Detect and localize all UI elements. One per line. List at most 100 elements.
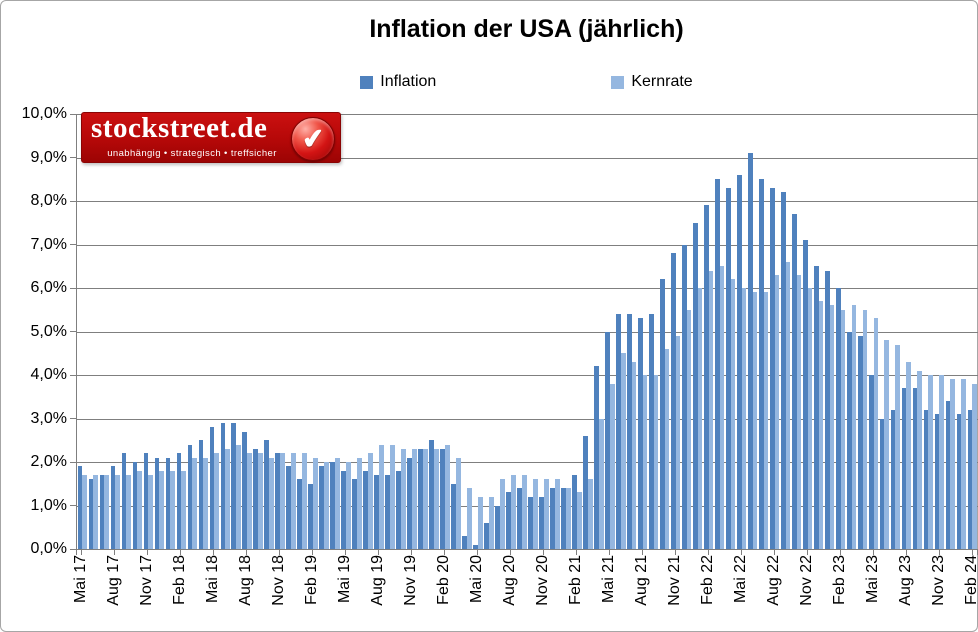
y-axis-tick: [70, 200, 76, 202]
bar-kernrate: [543, 479, 549, 549]
bar-kernrate: [576, 492, 582, 549]
bar-inflation: [912, 388, 918, 549]
bar-inflation: [110, 466, 116, 549]
x-axis-tick: [76, 549, 77, 555]
x-axis-label: Feb 23: [830, 555, 848, 605]
bar-kernrate: [148, 475, 154, 549]
bar-inflation: [638, 318, 643, 549]
gridline: [77, 244, 978, 246]
x-axis-label: Nov 20: [533, 555, 551, 606]
y-axis-tick: [70, 331, 76, 332]
x-axis-label: Nov 17: [138, 555, 156, 606]
x-axis-tick: [444, 549, 446, 555]
bar-inflation: [956, 414, 962, 549]
bar-inflation: [209, 427, 215, 549]
bar-kernrate: [862, 309, 868, 549]
x-axis-tick: [345, 549, 347, 555]
bar-inflation: [769, 187, 775, 549]
bar-kernrate: [829, 305, 835, 549]
bar-kernrate: [412, 448, 417, 549]
x-axis-label: Mai 21: [599, 555, 617, 604]
bar-kernrate: [433, 448, 439, 549]
bar-kernrate: [785, 261, 791, 549]
x-axis-label: Nov 18: [270, 555, 288, 606]
y-axis-label: 9,0%: [30, 148, 67, 166]
bar-kernrate: [258, 453, 263, 549]
y-axis-tick: [70, 505, 76, 506]
bar-kernrate: [642, 375, 648, 549]
bar-inflation: [868, 375, 874, 549]
bar-inflation: [780, 192, 786, 549]
bar-kernrate: [181, 470, 186, 549]
stockstreet-logo: stockstreet.de unabhängig • strategisch …: [81, 112, 341, 163]
bar-kernrate: [598, 418, 604, 549]
bar-inflation: [187, 444, 193, 549]
bar-kernrate: [906, 361, 912, 549]
bar-inflation: [660, 279, 665, 549]
bar-kernrate: [455, 457, 461, 549]
y-axis-label: 5,0%: [30, 322, 67, 340]
x-axis-tick: [378, 549, 380, 555]
bar-inflation: [879, 418, 885, 549]
bar-inflation: [462, 535, 467, 549]
x-axis-tick: [773, 549, 775, 555]
bar-inflation: [220, 422, 226, 549]
y-axis-label: 3,0%: [30, 409, 67, 427]
bar-inflation: [440, 448, 445, 549]
bar-inflation: [363, 470, 369, 549]
bar-inflation: [341, 470, 347, 549]
bar-inflation: [407, 457, 412, 549]
x-axis-label: Feb 21: [566, 555, 584, 605]
x-axis-tick: [147, 549, 149, 555]
x-axis-label: Feb 20: [435, 555, 453, 605]
bar-inflation: [725, 187, 731, 549]
bar-inflation: [616, 314, 621, 549]
x-axis-tick: [180, 549, 182, 555]
bar-inflation: [473, 544, 478, 549]
x-axis-tick: [839, 549, 841, 555]
bar-inflation: [517, 488, 522, 549]
gridline: [77, 505, 978, 507]
x-axis-label: Aug 21: [632, 555, 650, 606]
gridline: [77, 375, 978, 376]
bar-kernrate: [379, 444, 384, 549]
x-axis-tick: [542, 549, 544, 555]
bar-kernrate: [368, 453, 373, 549]
x-axis-tick: [938, 549, 940, 555]
bar-kernrate: [214, 453, 219, 549]
x-axis-label: Aug 22: [764, 555, 782, 606]
chart-title: Inflation der USA (jährlich): [369, 15, 684, 43]
x-axis-label: Mai 19: [336, 555, 354, 604]
x-axis-tick: [81, 549, 83, 555]
logo-tagline: unabhängig • strategisch • treffsicher: [107, 148, 277, 159]
bar-kernrate: [807, 288, 813, 549]
x-axis-label: Feb 22: [698, 555, 716, 605]
bar-inflation: [824, 270, 830, 549]
bar-inflation: [495, 505, 500, 549]
bar-kernrate: [873, 318, 879, 549]
x-axis-label: Mai 18: [204, 555, 222, 604]
bar-kernrate: [269, 457, 274, 549]
y-axis-tick: [70, 113, 76, 115]
bar-inflation: [418, 448, 423, 549]
bar-kernrate: [939, 375, 945, 549]
bar-kernrate: [346, 462, 351, 549]
bar-inflation: [901, 388, 907, 549]
bar-inflation: [308, 483, 314, 549]
x-axis-label: Mai 17: [72, 555, 90, 604]
bar-kernrate: [247, 453, 252, 549]
bar-kernrate: [972, 383, 978, 549]
bar-kernrate: [620, 353, 626, 549]
bar-kernrate: [664, 348, 670, 549]
gridline: [77, 288, 978, 289]
x-axis-tick: [279, 549, 281, 555]
bar-inflation: [121, 453, 127, 549]
x-axis-tick: [510, 549, 512, 555]
bar-inflation: [846, 331, 852, 549]
bar-inflation: [813, 266, 819, 549]
logo-wordmark: stockstreet.de: [91, 112, 268, 144]
y-axis-tick: [70, 418, 76, 419]
y-axis-label: 0,0%: [30, 540, 67, 557]
y-axis-label: 6,0%: [30, 279, 67, 296]
